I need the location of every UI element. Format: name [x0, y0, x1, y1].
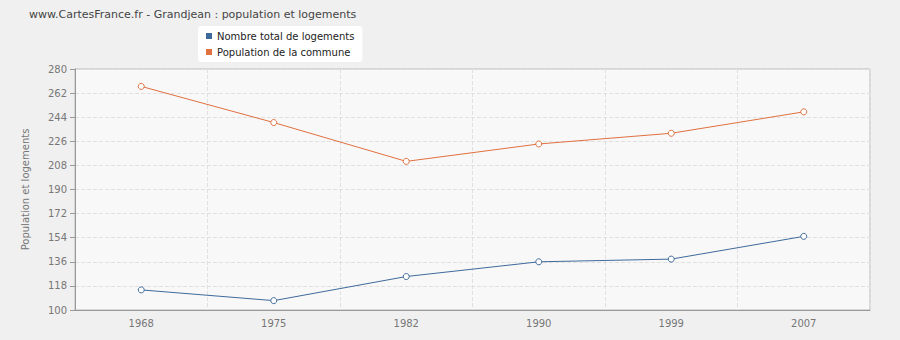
svg-text:226: 226 [48, 136, 67, 147]
svg-text:208: 208 [48, 160, 67, 171]
svg-text:1968: 1968 [129, 318, 154, 329]
svg-text:Population de la commune: Population de la commune [217, 47, 350, 58]
svg-text:262: 262 [48, 88, 67, 99]
svg-text:2007: 2007 [791, 318, 816, 329]
svg-text:www.CartesFrance.fr - Grandjea: www.CartesFrance.fr - Grandjean : popula… [29, 8, 357, 21]
svg-text:Population et logements: Population et logements [20, 129, 31, 251]
svg-text:244: 244 [48, 112, 67, 123]
svg-text:154: 154 [48, 232, 67, 243]
svg-text:136: 136 [48, 256, 67, 267]
svg-text:172: 172 [48, 208, 67, 219]
svg-text:1999: 1999 [659, 318, 684, 329]
svg-text:Nombre total de logements: Nombre total de logements [217, 31, 354, 42]
svg-text:1975: 1975 [261, 318, 286, 329]
svg-text:190: 190 [48, 184, 67, 195]
svg-text:280: 280 [48, 64, 67, 75]
svg-text:1982: 1982 [394, 318, 419, 329]
svg-text:118: 118 [48, 280, 67, 291]
svg-text:1990: 1990 [526, 318, 551, 329]
svg-text:100: 100 [48, 305, 67, 316]
